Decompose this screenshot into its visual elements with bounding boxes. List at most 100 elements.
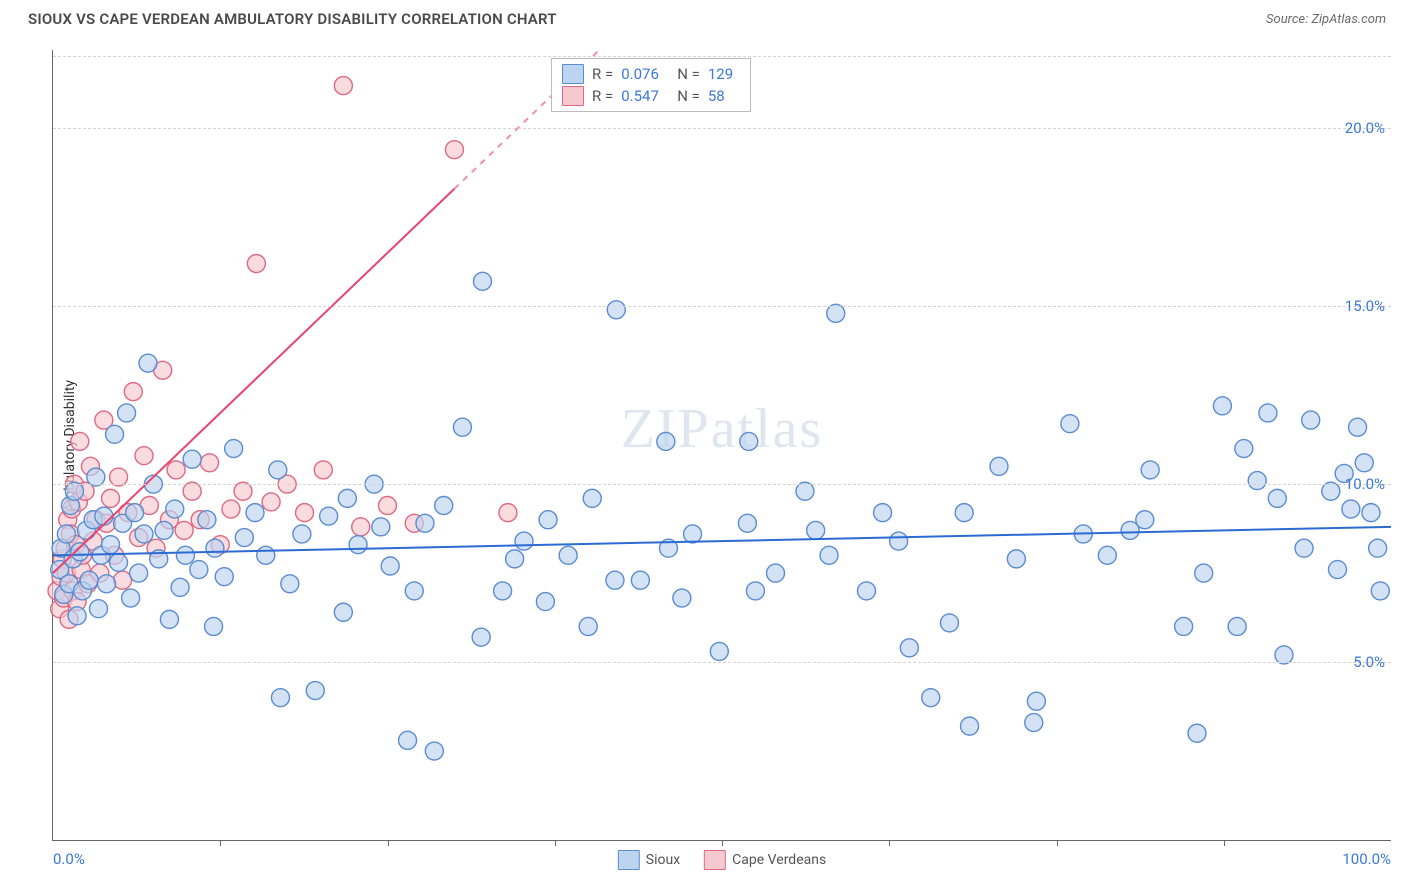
data-point	[379, 496, 397, 514]
data-point	[201, 454, 219, 472]
x-tick	[1057, 840, 1058, 846]
data-point	[334, 603, 352, 621]
series-legend: Sioux Cape Verdeans	[618, 850, 826, 870]
data-point	[767, 564, 785, 582]
data-point	[102, 489, 120, 507]
data-point	[961, 717, 979, 735]
data-point	[262, 493, 280, 511]
x-tick	[220, 840, 221, 846]
data-point	[874, 504, 892, 522]
data-point	[740, 432, 758, 450]
legend-swatch	[704, 850, 726, 870]
data-point	[281, 575, 299, 593]
x-tick-label: 100.0%	[1342, 850, 1391, 868]
legend-n-label: N =	[677, 65, 700, 83]
data-point	[176, 546, 194, 564]
data-point	[1268, 489, 1286, 507]
data-point	[900, 639, 918, 657]
data-point	[118, 404, 136, 422]
data-point	[338, 489, 356, 507]
correlation-legend: R =0.076N =129R =0.547N =58	[551, 58, 751, 112]
data-point	[167, 461, 185, 479]
data-point	[139, 354, 157, 372]
data-point	[114, 571, 132, 589]
data-point	[205, 617, 223, 635]
data-point	[1025, 714, 1043, 732]
data-point	[1228, 617, 1246, 635]
data-point	[1328, 561, 1346, 579]
data-point	[246, 504, 264, 522]
data-point	[606, 571, 624, 589]
data-point	[1342, 500, 1360, 518]
data-point	[334, 77, 352, 95]
data-point	[1195, 564, 1213, 582]
data-point	[536, 593, 554, 611]
data-point	[314, 461, 332, 479]
watermark: ZIPatlas	[621, 397, 824, 461]
data-point	[57, 525, 75, 543]
data-point	[425, 742, 443, 760]
x-tick	[1224, 840, 1225, 846]
data-point	[405, 582, 423, 600]
series-legend-item: Cape Verdeans	[704, 850, 826, 870]
data-point	[1259, 404, 1277, 422]
data-point	[738, 514, 756, 532]
data-point	[922, 689, 940, 707]
data-point	[710, 642, 728, 660]
data-point	[1235, 440, 1253, 458]
data-point	[858, 582, 876, 600]
data-point	[135, 447, 153, 465]
legend-n-value: 58	[708, 87, 740, 105]
data-point	[1369, 539, 1387, 557]
data-point	[320, 507, 338, 525]
x-tick	[889, 840, 890, 846]
data-point	[271, 689, 289, 707]
data-point	[472, 628, 490, 646]
trend-line	[53, 527, 1391, 555]
data-point	[445, 141, 463, 159]
scatter-plot: ZIPatlas R =0.076N =129R =0.547N =58 Sio…	[52, 50, 1391, 841]
data-point	[235, 529, 253, 547]
data-point	[372, 518, 390, 536]
legend-n-value: 129	[708, 65, 740, 83]
data-point	[225, 440, 243, 458]
data-point	[381, 557, 399, 575]
data-point	[559, 546, 577, 564]
data-point	[607, 301, 625, 319]
data-point	[171, 578, 189, 596]
data-point	[657, 432, 675, 450]
data-point	[515, 532, 533, 550]
data-point	[124, 383, 142, 401]
data-point	[399, 731, 417, 749]
data-point	[955, 504, 973, 522]
data-point	[349, 536, 367, 554]
data-point	[122, 589, 140, 607]
data-point	[296, 504, 314, 522]
y-tick-label: 10.0%	[1345, 475, 1385, 493]
data-point	[206, 539, 224, 557]
data-point	[631, 571, 649, 589]
series-legend-item: Sioux	[618, 850, 680, 870]
x-tick-label: 0.0%	[53, 850, 85, 868]
data-point	[673, 589, 691, 607]
data-point	[110, 553, 128, 571]
legend-swatch	[562, 64, 584, 84]
data-point	[1349, 418, 1367, 436]
data-point	[166, 500, 184, 518]
data-point	[1295, 539, 1313, 557]
data-point	[807, 521, 825, 539]
data-point	[1061, 415, 1079, 433]
data-point	[68, 607, 86, 625]
gridline	[53, 484, 1391, 485]
data-point	[1027, 692, 1045, 710]
data-point	[435, 496, 453, 514]
data-point	[126, 504, 144, 522]
data-point	[579, 617, 597, 635]
data-point	[494, 582, 512, 600]
data-point	[820, 546, 838, 564]
gridline	[53, 128, 1391, 129]
data-point	[499, 504, 517, 522]
data-point	[102, 536, 120, 554]
data-point	[175, 521, 193, 539]
data-point	[1371, 582, 1389, 600]
